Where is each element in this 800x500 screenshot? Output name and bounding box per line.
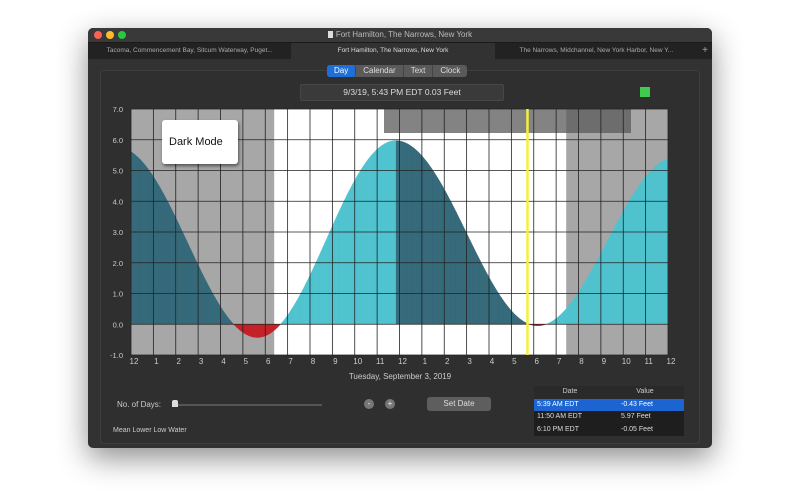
row-value: 5.97 Feet: [621, 413, 651, 420]
x-tick-label: 5: [244, 357, 249, 366]
x-axis-label: Tuesday, September 3, 2019: [348, 372, 452, 381]
x-tick-label: 7: [288, 357, 293, 366]
days-label: No. of Days:: [117, 400, 162, 409]
y-tick-label: 1.0: [113, 290, 123, 299]
x-tick-label: 11: [376, 357, 385, 366]
table-row[interactable]: 5:39 AM EDT -0.43 Feet: [534, 398, 684, 411]
status-indicator: [640, 87, 650, 97]
plus-button[interactable]: +: [385, 399, 395, 409]
document-icon: [327, 31, 333, 38]
add-tab-button[interactable]: +: [702, 45, 708, 56]
tab-fort-hamilton[interactable]: Fort Hamilton, The Narrows, New York: [291, 43, 495, 59]
table-header: Date Value: [534, 386, 684, 399]
row-value: -0.43 Feet: [621, 400, 653, 408]
x-tick-label: 1: [154, 357, 159, 366]
top-overlay-band: [384, 109, 631, 133]
x-tick-label: 5: [512, 357, 517, 366]
y-tick-label: 3.0: [113, 228, 123, 237]
x-tick-label: 10: [622, 357, 631, 366]
tab-narrows-midchannel[interactable]: The Narrows, Midchannel, New York Harbor…: [519, 47, 674, 54]
view-day[interactable]: Day: [327, 65, 357, 77]
table-row[interactable]: 11:50 AM EDT 5.97 Feet: [534, 411, 684, 424]
view-calendar[interactable]: Calendar: [356, 65, 404, 77]
x-tick-label: 11: [644, 357, 653, 366]
view-text[interactable]: Text: [404, 65, 434, 77]
y-tick-label: 0.0: [113, 320, 123, 329]
row-date: 5:39 AM EDT: [537, 400, 579, 408]
x-tick-label: 6: [535, 357, 540, 366]
y-tick-label: 5.0: [113, 167, 123, 176]
set-date-button[interactable]: Set Date: [427, 397, 491, 411]
x-tick-label: 4: [221, 357, 226, 366]
zoom-button[interactable]: [118, 31, 126, 39]
y-tick-label: 6.0: [113, 136, 123, 145]
tab-tacoma[interactable]: Tacoma, Commencement Bay, Sitcum Waterwa…: [106, 47, 273, 54]
x-tick-label: 4: [490, 357, 495, 366]
datum-label: Mean Lower Low Water: [113, 427, 187, 434]
title-bar: Fort Hamilton, The Narrows, New York: [88, 28, 712, 42]
x-tick-label: 3: [199, 357, 204, 366]
x-tick-label: 6: [266, 357, 271, 366]
x-tick-label: 12: [398, 357, 407, 366]
x-tick-label: 12: [667, 357, 676, 366]
table-row[interactable]: 6:10 PM EDT -0.05 Feet: [534, 424, 684, 437]
view-mode-control: Day Calendar Text Clock: [327, 65, 468, 77]
col-value[interactable]: Value: [636, 388, 654, 395]
close-button[interactable]: [94, 31, 102, 39]
dark-mode-overlay[interactable]: Dark Mode: [162, 120, 238, 164]
y-tick-label: 4.0: [113, 197, 123, 206]
tab-bar: Tacoma, Commencement Bay, Sitcum Waterwa…: [88, 42, 712, 59]
y-tick-label: 2.0: [113, 259, 123, 268]
x-tick-label: 3: [467, 357, 472, 366]
y-tick-label: 7.0: [113, 105, 123, 114]
minus-button[interactable]: -: [364, 399, 374, 409]
row-date: 11:50 AM EDT: [537, 413, 583, 420]
x-tick-label: 9: [333, 357, 338, 366]
x-tick-label: 2: [445, 357, 450, 366]
row-date: 6:10 PM EDT: [537, 425, 580, 433]
y-tick-label: -1.0: [110, 351, 123, 360]
x-tick-label: 8: [579, 357, 584, 366]
col-date[interactable]: Date: [562, 388, 578, 395]
extremes-table: Date Value 5:39 AM EDT -0.43 Feet 11:50 AM…: [534, 386, 684, 436]
row-value: -0.05 Feet: [621, 425, 653, 433]
x-tick-label: 1: [423, 357, 428, 366]
x-tick-label: 2: [177, 357, 182, 366]
minimize-button[interactable]: [106, 31, 114, 39]
view-clock[interactable]: Clock: [440, 66, 461, 75]
current-reading: 9/3/19, 5:43 PM EDT 0.03 Feet: [300, 84, 504, 101]
slider-thumb[interactable]: [172, 400, 178, 407]
x-tick-label: 12: [130, 357, 139, 366]
x-tick-label: 9: [602, 357, 607, 366]
x-tick-label: 7: [557, 357, 562, 366]
window-title: Fort Hamilton, The Narrows, New York: [335, 30, 473, 39]
x-tick-label: 8: [311, 357, 316, 366]
x-tick-label: 10: [353, 357, 362, 366]
days-slider[interactable]: [172, 400, 322, 407]
